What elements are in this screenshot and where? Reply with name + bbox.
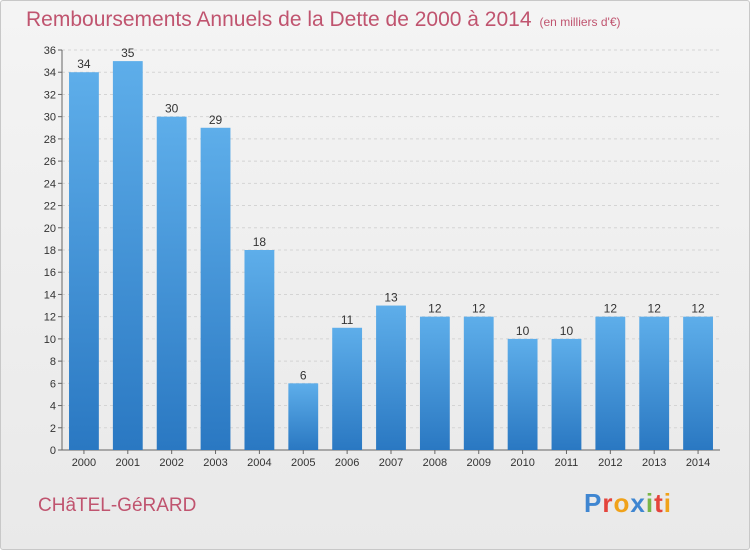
y-tick-label: 32 bbox=[44, 89, 56, 101]
data-label-2007: 13 bbox=[384, 291, 398, 305]
x-tick-label-2000: 2000 bbox=[72, 457, 96, 469]
data-label-2011: 10 bbox=[560, 324, 574, 338]
x-tick-label-2004: 2004 bbox=[247, 457, 271, 469]
logo-letter: o bbox=[613, 488, 631, 518]
y-tick-label: 6 bbox=[50, 378, 56, 390]
x-tick-label-2012: 2012 bbox=[598, 457, 622, 469]
x-tick-label-2010: 2010 bbox=[510, 457, 534, 469]
logo-letter: r bbox=[602, 488, 614, 518]
y-tick-label: 2 bbox=[50, 423, 56, 435]
data-label-2014: 12 bbox=[691, 302, 705, 316]
y-tick-label: 36 bbox=[44, 45, 56, 57]
x-tick-label-2009: 2009 bbox=[466, 457, 490, 469]
logo-letter: P bbox=[584, 488, 603, 518]
data-label-2004: 18 bbox=[253, 235, 267, 249]
bar-2005 bbox=[288, 383, 319, 450]
logo-letter: x bbox=[630, 488, 646, 518]
commune-name: CHâTEL-GéRARD bbox=[38, 495, 197, 516]
bar-2008 bbox=[419, 316, 450, 450]
bar-2006 bbox=[332, 327, 363, 450]
logo-letter: i bbox=[663, 488, 672, 518]
bar-2009 bbox=[463, 316, 494, 450]
bar-2007 bbox=[376, 305, 406, 450]
data-label-2000: 34 bbox=[77, 57, 91, 71]
y-tick-label: 12 bbox=[44, 312, 56, 324]
logo-letter: t bbox=[654, 488, 664, 518]
logo-letter: i bbox=[645, 488, 655, 518]
data-label-2013: 12 bbox=[648, 302, 662, 316]
data-label-2001: 35 bbox=[121, 46, 135, 60]
y-tick-label: 26 bbox=[44, 156, 56, 168]
data-label-2005: 6 bbox=[300, 368, 307, 382]
x-tick-label-2007: 2007 bbox=[379, 457, 403, 469]
bar-2003 bbox=[200, 127, 231, 451]
bars bbox=[69, 61, 713, 451]
x-tick-label-2003: 2003 bbox=[203, 457, 227, 469]
data-labels: 34 35 30 29 18 6 11 13 12 12 10 10 12 12 12 bbox=[77, 46, 705, 382]
bar-2001 bbox=[112, 61, 143, 450]
bar-2014 bbox=[683, 316, 713, 450]
data-label-2006: 11 bbox=[341, 313, 354, 327]
data-label-2008: 12 bbox=[428, 302, 442, 316]
bar-2002 bbox=[156, 116, 187, 451]
x-tick-label-2013: 2013 bbox=[642, 457, 666, 469]
proxiti-logo[interactable]: Proxiti bbox=[584, 488, 672, 519]
bar-2010 bbox=[507, 338, 538, 450]
y-tick-label: 22 bbox=[44, 201, 56, 213]
x-tick-label-2008: 2008 bbox=[423, 457, 447, 469]
data-label-2012: 12 bbox=[604, 302, 618, 316]
chart-title: Remboursements Annuels de la Dette de 20… bbox=[26, 8, 621, 32]
x-tick-label-2011: 2011 bbox=[555, 457, 579, 469]
y-tick-label: 24 bbox=[44, 178, 56, 190]
bar-2000 bbox=[69, 72, 99, 450]
data-label-2003: 29 bbox=[209, 113, 223, 127]
y-tick-label: 18 bbox=[44, 245, 56, 257]
y-tick-label: 4 bbox=[50, 401, 56, 413]
x-tick-label-2014: 2014 bbox=[686, 457, 710, 469]
y-tick-label: 16 bbox=[44, 267, 56, 279]
x-tick-label-2002: 2002 bbox=[159, 457, 183, 469]
data-label-2009: 12 bbox=[472, 302, 486, 316]
chart-unit: (en milliers d'€) bbox=[539, 15, 621, 29]
y-tick-label: 34 bbox=[44, 67, 56, 79]
y-tick-label: 14 bbox=[44, 289, 56, 301]
bar-2004 bbox=[244, 250, 275, 450]
y-tick-label: 0 bbox=[50, 445, 56, 457]
x-tick-label-2005: 2005 bbox=[291, 457, 315, 469]
y-tick-label: 30 bbox=[44, 112, 56, 124]
y-tick-label: 8 bbox=[50, 356, 56, 368]
data-label-2002: 30 bbox=[165, 102, 179, 116]
x-tick-label-2006: 2006 bbox=[335, 457, 359, 469]
chart-title-text: Remboursements Annuels de la Dette de 20… bbox=[26, 8, 532, 31]
bar-2012 bbox=[595, 316, 626, 450]
x-tick-label-2001: 2001 bbox=[116, 457, 140, 469]
y-tick-label: 20 bbox=[44, 223, 56, 235]
x-tick-labels: 2000 2001 2002 2003 2004 2005 2006 2007 2008 2009… bbox=[72, 450, 710, 469]
y-tick-label: 28 bbox=[44, 134, 56, 146]
data-label-2010: 10 bbox=[516, 324, 530, 338]
bar-2013 bbox=[639, 316, 670, 450]
y-tick-label: 10 bbox=[44, 334, 56, 346]
bar-2011 bbox=[551, 338, 582, 450]
